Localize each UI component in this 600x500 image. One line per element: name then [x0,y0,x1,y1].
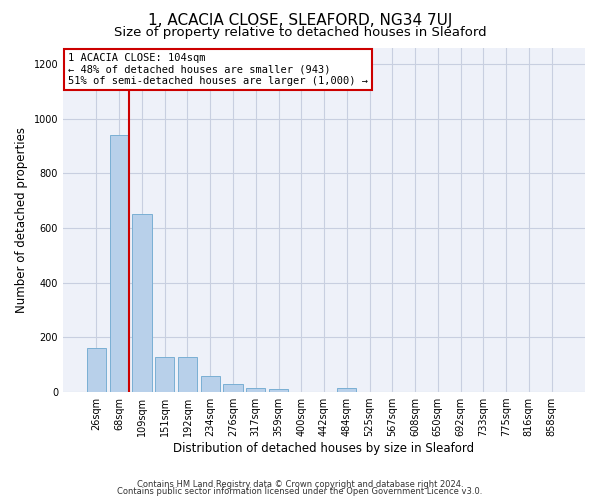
Text: Contains public sector information licensed under the Open Government Licence v3: Contains public sector information licen… [118,487,482,496]
Bar [110,135,129,392]
Bar [337,388,356,392]
Bar [87,348,106,392]
Y-axis label: Number of detached properties: Number of detached properties [15,127,28,313]
Bar [178,356,197,392]
Bar [200,376,220,392]
Text: 1, ACACIA CLOSE, SLEAFORD, NG34 7UJ: 1, ACACIA CLOSE, SLEAFORD, NG34 7UJ [148,12,452,28]
X-axis label: Distribution of detached houses by size in Sleaford: Distribution of detached houses by size … [173,442,475,455]
Text: Contains HM Land Registry data © Crown copyright and database right 2024.: Contains HM Land Registry data © Crown c… [137,480,463,489]
Bar [246,388,265,392]
Bar [132,214,152,392]
Text: 1 ACACIA CLOSE: 104sqm
← 48% of detached houses are smaller (943)
51% of semi-de: 1 ACACIA CLOSE: 104sqm ← 48% of detached… [68,52,368,86]
Bar [223,384,242,392]
Bar [269,389,288,392]
Text: Size of property relative to detached houses in Sleaford: Size of property relative to detached ho… [113,26,487,39]
Bar [155,356,175,392]
